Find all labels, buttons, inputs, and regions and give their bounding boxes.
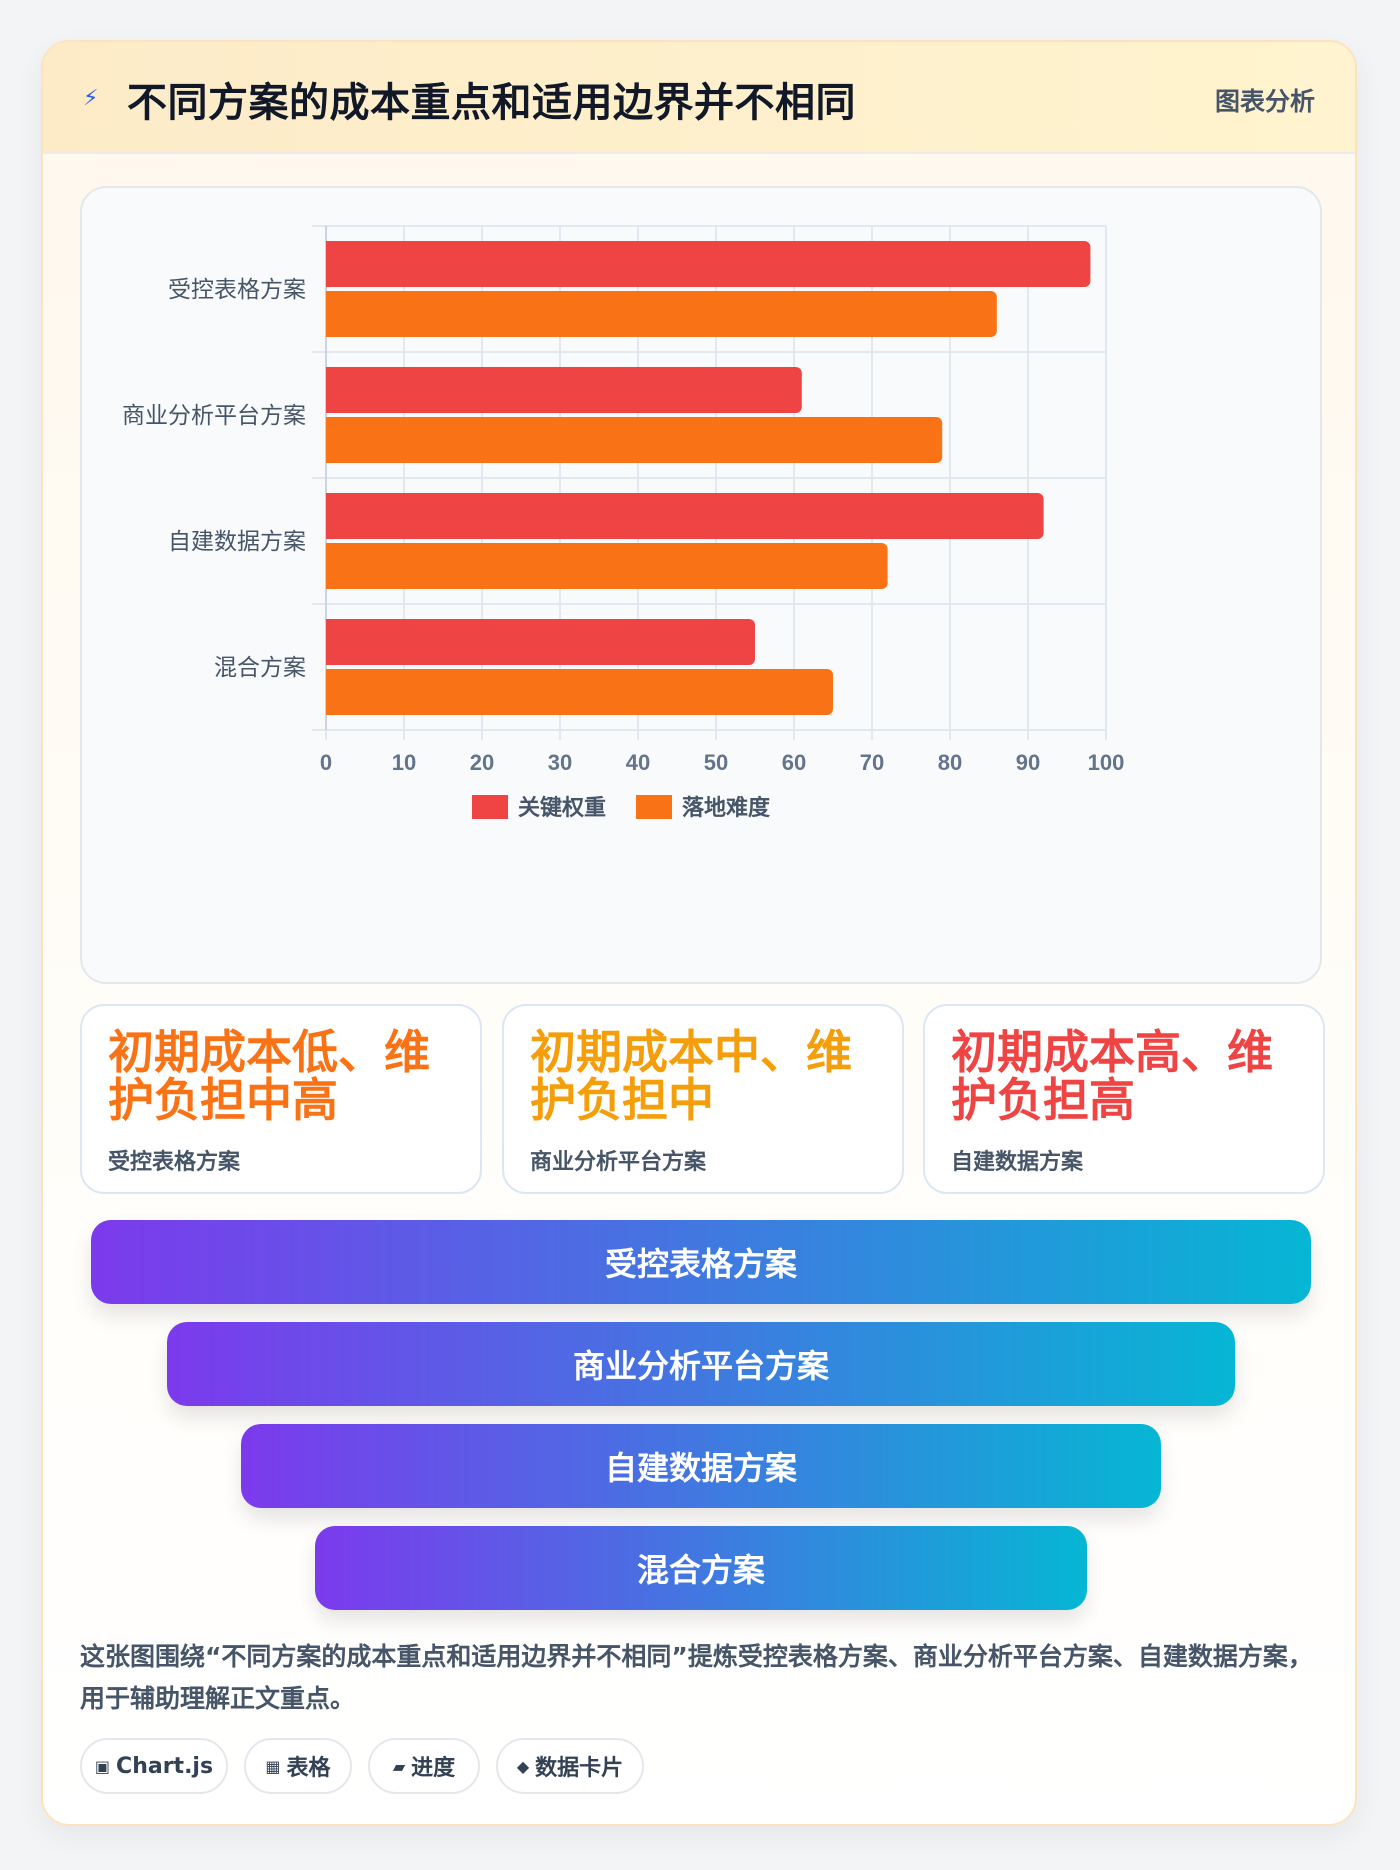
- x-tick-label: 40: [626, 750, 650, 775]
- tag-label: Chart.js: [116, 1753, 214, 1779]
- tag-progress: ▰ 进度: [368, 1738, 480, 1794]
- funnel-step-1: 受控表格方案: [91, 1220, 1311, 1304]
- x-tick-label: 20: [470, 750, 494, 775]
- chart-icon: ▣: [94, 1756, 111, 1776]
- stat-card-2: 初期成本中、维护负担中 商业分析平台方案: [502, 1004, 904, 1194]
- y-tick-label: 混合方案: [214, 655, 306, 681]
- x-tick-label: 100: [1088, 750, 1125, 775]
- stat-card-1: 初期成本低、维护负担中高 受控表格方案: [80, 1004, 482, 1194]
- stat-value-2: 初期成本中、维护负担中: [530, 1025, 852, 1127]
- legend-label: 落地难度: [682, 795, 771, 821]
- bar-weight: [326, 241, 1091, 287]
- funnel-step-2: 商业分析平台方案: [167, 1322, 1235, 1406]
- y-tick-label: 自建数据方案: [168, 529, 306, 555]
- tag-chartjs: ▣ Chart.js: [80, 1738, 228, 1794]
- x-tick-label: 50: [704, 750, 728, 775]
- stat-value-1: 初期成本低、维护负担中高: [108, 1025, 430, 1127]
- x-tick-label: 30: [548, 750, 572, 775]
- bar-difficulty: [326, 291, 997, 337]
- legend-swatch: [472, 795, 508, 819]
- header: ⚡ 不同方案的成本重点和适用边界并不相同 图表分析: [43, 42, 1355, 154]
- tag-label: 表格: [286, 1756, 331, 1781]
- x-tick-label: 0: [320, 750, 332, 775]
- page-title: 不同方案的成本重点和适用边界并不相同: [127, 80, 856, 126]
- tag-data-card: ◆ 数据卡片: [496, 1738, 644, 1794]
- bar-weight: [326, 619, 755, 665]
- y-tick-label: 商业分析平台方案: [122, 403, 306, 429]
- progress-icon: ▰: [392, 1756, 406, 1776]
- table-icon: ▦: [265, 1756, 281, 1776]
- y-tick-label: 受控表格方案: [168, 277, 306, 303]
- stat-label-3: 自建数据方案: [951, 1150, 1084, 1175]
- funnel-step-4: 混合方案: [315, 1526, 1087, 1610]
- bar-chart: 0 10 20 30 40 50 60 70 80 90 100 受控表格方案商业分析平台方案自建数据…: [122, 225, 1125, 821]
- lightning-icon: ⚡: [83, 86, 99, 111]
- funnel-step-3: 自建数据方案: [241, 1424, 1161, 1508]
- bar-weight: [326, 493, 1044, 539]
- bar-difficulty: [326, 543, 888, 589]
- infographic-card: ⚡ 不同方案的成本重点和适用边界并不相同 图表分析 0 10 20 30 40 50 60 7…: [41, 40, 1357, 1826]
- bar-weight: [326, 367, 802, 413]
- x-tick-label: 80: [938, 750, 962, 775]
- stat-value-3: 初期成本高、维护负担高: [951, 1025, 1273, 1127]
- tag-label: 数据卡片: [535, 1756, 624, 1781]
- bar-difficulty: [326, 417, 943, 463]
- tag-table: ▦ 表格: [244, 1738, 352, 1794]
- legend-label: 关键权重: [518, 795, 606, 821]
- diamond-icon: ◆: [516, 1756, 530, 1776]
- tag-label: 进度: [411, 1756, 456, 1781]
- header-tag: 图表分析: [1214, 87, 1315, 116]
- stat-label-1: 受控表格方案: [108, 1150, 241, 1175]
- stat-label-2: 商业分析平台方案: [530, 1150, 707, 1175]
- stat-card-3: 初期成本高、维护负担高 自建数据方案: [923, 1004, 1325, 1194]
- x-tick-label: 10: [392, 750, 416, 775]
- legend-swatch: [636, 795, 672, 819]
- description: 这张图围绕“不同方案的成本重点和适用边界并不相同”提炼受控表格方案、商业分析平台…: [80, 1642, 1313, 1713]
- chart-panel: 0 10 20 30 40 50 60 70 80 90 100 受控表格方案商业分析平台方案自建数据…: [80, 186, 1322, 984]
- x-tick-label: 90: [1016, 750, 1040, 775]
- bar-difficulty: [326, 669, 833, 715]
- x-tick-label: 60: [782, 750, 806, 775]
- x-tick-label: 70: [860, 750, 884, 775]
